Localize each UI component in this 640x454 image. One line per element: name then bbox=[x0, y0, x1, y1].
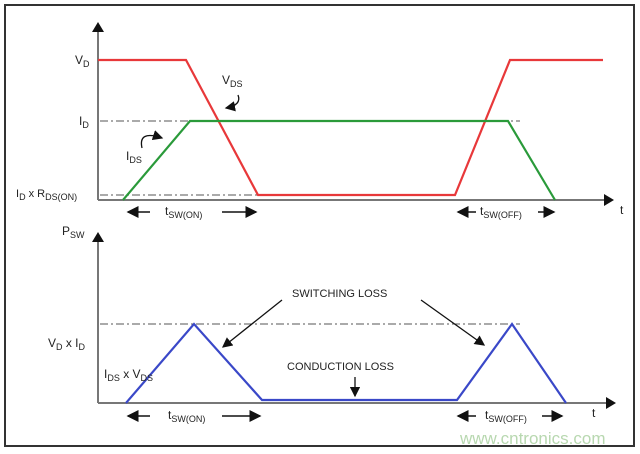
switching-loss-arrow-left bbox=[221, 299, 283, 348]
switching-loss-arrow-right bbox=[420, 299, 486, 346]
id-rdson-label: ID x RDS(ON) bbox=[16, 188, 77, 202]
bottom-ton-label: tSW(ON) bbox=[168, 408, 205, 424]
vds-pointer-arrow bbox=[224, 94, 240, 112]
ids-pointer-arrow bbox=[140, 130, 164, 149]
conduction-loss-label: CONDUCTION LOSS bbox=[287, 361, 394, 373]
watermark: www.cntronics.com bbox=[459, 429, 605, 448]
top-y-arrow-icon bbox=[92, 22, 104, 32]
vdid-label: VD x ID bbox=[48, 336, 86, 352]
switching-loss-label: SWITCHING LOSS bbox=[292, 288, 387, 300]
psw-waveform bbox=[125, 322, 567, 404]
toff-label: tSW(OFF) bbox=[480, 204, 522, 220]
ids-waveform bbox=[122, 119, 556, 201]
bottom-x-arrow-icon bbox=[606, 397, 616, 409]
top-x-arrow-icon bbox=[604, 194, 614, 206]
bottom-y-arrow-icon bbox=[92, 232, 104, 242]
bottom-toff-label: tSW(OFF) bbox=[485, 408, 527, 424]
idsvds-label: IDS x VDS bbox=[104, 367, 153, 383]
vds-label: VDS bbox=[222, 73, 243, 89]
vd-label: VD bbox=[75, 53, 90, 69]
id-label: ID bbox=[79, 114, 89, 130]
ton-label: tSW(ON) bbox=[165, 204, 202, 220]
top-t-axis-label: t bbox=[620, 203, 624, 217]
vds-waveform bbox=[98, 58, 603, 197]
ids-label: IDS bbox=[126, 149, 142, 165]
bottom-t-axis-label: t bbox=[592, 406, 596, 420]
psw-label: PSW bbox=[62, 224, 85, 240]
frame bbox=[4, 4, 635, 447]
